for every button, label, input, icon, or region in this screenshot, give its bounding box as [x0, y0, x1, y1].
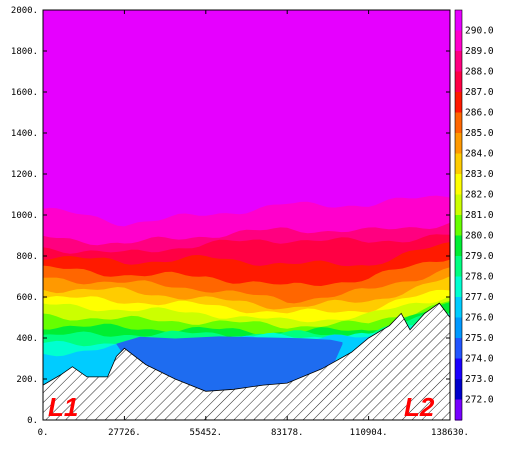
x-tick-label: 0.: [38, 428, 49, 438]
y-tick-label: 400.: [16, 334, 38, 344]
y-tick-label: 1000.: [11, 211, 38, 221]
colorbar-frame: [454, 9, 463, 421]
colorbar-swatch: [455, 133, 462, 155]
y-tick-label: 1600.: [11, 88, 38, 98]
x-tick-label: 83178.: [271, 428, 304, 438]
x-tick-label: 110904.: [350, 428, 388, 438]
colorbar-swatch: [455, 379, 462, 401]
colorbar-swatch: [455, 194, 462, 216]
colorbar-label: 279.0: [465, 251, 494, 262]
colorbar-swatch: [455, 30, 462, 52]
terrain-hatched-area: [43, 302, 450, 420]
colorbar-swatch: [455, 51, 462, 73]
annotation-l1: L1: [48, 392, 78, 422]
y-tick-label: 1400.: [11, 129, 38, 139]
y-tick-label: 600.: [16, 293, 38, 303]
colorbar-swatch: [455, 10, 462, 32]
colorbar-label: 287.0: [465, 87, 494, 98]
colorbar-swatch: [455, 71, 462, 93]
colorbar-label: 289.0: [465, 46, 494, 57]
x-tick-label: 55452.: [190, 428, 223, 438]
colorbar-label: 285.0: [465, 128, 494, 139]
colorbar-label: 284.0: [465, 149, 494, 160]
colorbar-label: 277.0: [465, 292, 494, 303]
y-tick-label: 1200.: [11, 170, 38, 180]
colorbar-label: 273.0: [465, 374, 494, 385]
plot-area: [43, 10, 450, 420]
y-tick-label: 1800.: [11, 47, 38, 57]
colorbar-swatch: [455, 235, 462, 257]
colorbar-label: 283.0: [465, 169, 494, 180]
colorbar-label: 275.0: [465, 333, 494, 344]
colorbar-label: 281.0: [465, 210, 494, 221]
colorbar-label: 280.0: [465, 231, 494, 242]
colorbar-label: 278.0: [465, 272, 494, 283]
colorbar-swatch: [455, 297, 462, 319]
colorbar-swatch: [455, 174, 462, 196]
annotation-l2: L2: [404, 392, 435, 422]
x-tick-label: 138630.: [431, 428, 469, 438]
colorbar-swatch: [455, 256, 462, 278]
colorbar-label: 272.0: [465, 395, 494, 406]
colorbar-swatch: [455, 338, 462, 360]
colorbar-swatch: [455, 215, 462, 237]
colorbar-swatch: [455, 276, 462, 298]
colorbar-label: 290.0: [465, 26, 494, 37]
colorbar-label: 288.0: [465, 67, 494, 78]
colorbar-label: 282.0: [465, 190, 494, 201]
colorbar-label: 286.0: [465, 108, 494, 119]
colorbar-swatch: [455, 153, 462, 175]
colorbar-swatch: [455, 399, 462, 421]
y-tick-label: 2000.: [11, 6, 38, 16]
y-tick-label: 800.: [16, 252, 38, 262]
x-axis: 0. 27726. 55452. 83178. 110904. 138630.: [38, 10, 469, 438]
colorbar-swatch: [455, 358, 462, 380]
y-axis: 0. 200. 400. 600. 800. 1000. 1200. 1400. 1600. 18…: [11, 6, 450, 426]
colorbar-legend: 290.0 289.0 288.0 287.0 286.0 285.0 284.0 283.0…: [454, 9, 494, 421]
colorbar-label: 274.0: [465, 354, 494, 365]
colorbar-swatch: [455, 92, 462, 114]
y-tick-label: 0.: [27, 416, 38, 426]
colorbar-swatch: [455, 317, 462, 339]
x-tick-label: 27726.: [108, 428, 141, 438]
y-tick-label: 200.: [16, 375, 38, 385]
colorbar-swatch: [455, 112, 462, 134]
colorbar-label: 276.0: [465, 313, 494, 324]
